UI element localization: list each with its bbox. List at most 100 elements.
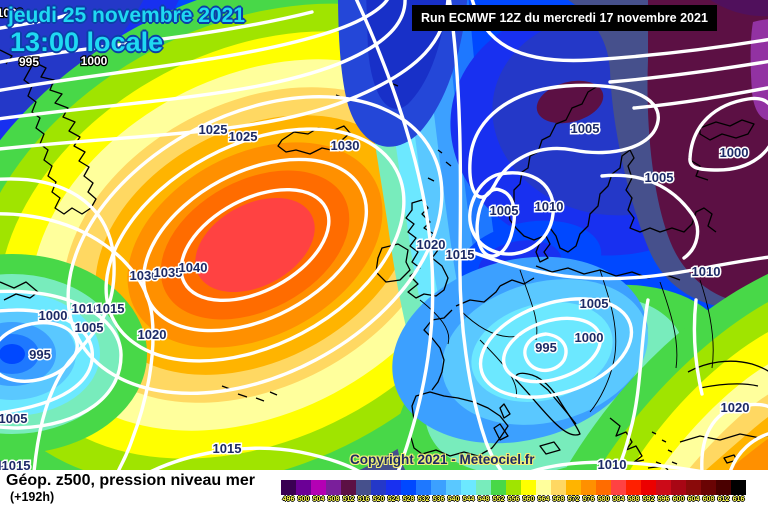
colorbar-value: 608	[702, 496, 715, 503]
colorbar-swatch	[476, 480, 491, 495]
legend-bar: Géop. z500, pression niveau mer (+192h) …	[0, 470, 768, 512]
coast-scandinavia	[507, 85, 717, 253]
pressure-label: 995	[535, 340, 557, 355]
colorbar-cell: 512	[341, 480, 356, 503]
coast-france	[423, 309, 453, 391]
colorbar-swatch	[731, 480, 746, 495]
weather-map: 1020995100010251025103010301035104010101…	[0, 0, 768, 470]
colorbar-value: 596	[657, 496, 670, 503]
colorbar-value: 604	[687, 496, 700, 503]
colorbar-cell: 600	[671, 480, 686, 503]
pressure-label: 1000	[720, 145, 749, 160]
colorbar-swatch	[656, 480, 671, 495]
colorbar-value: 496	[282, 496, 295, 503]
pressure-label: 1005	[0, 411, 27, 426]
geopotential-colorbar: 496 500 504 508 512 516 520 524 528 532 536 540 544 5…	[281, 480, 746, 503]
pressure-labels: 1020995100010251025103010301035104010101…	[0, 5, 751, 470]
pressure-label: 1025	[199, 122, 228, 137]
pressure-label: 1005	[490, 203, 519, 218]
colorbar-value: 584	[612, 496, 625, 503]
colorbar-swatch	[371, 480, 386, 495]
colorbar-cell: 540	[446, 480, 461, 503]
isobars	[0, 0, 768, 470]
pressure-label: 1005	[580, 296, 609, 311]
map-title: Géop. z500, pression niveau mer	[6, 472, 255, 489]
azores-islands	[221, 385, 278, 402]
coast-greece	[609, 417, 678, 470]
colorbar-swatch	[641, 480, 656, 495]
colorbar-value: 572	[567, 496, 580, 503]
coast-iceland	[277, 125, 351, 155]
colorbar-value: 592	[642, 496, 655, 503]
colorbar-value: 588	[627, 496, 640, 503]
colorbar-value: 552	[492, 496, 505, 503]
colorbar-value: 580	[597, 496, 610, 503]
pressure-label: 995	[19, 55, 39, 69]
colorbar-cell: 608	[701, 480, 716, 503]
pressure-label: 1010	[72, 301, 101, 316]
colorbar-cell: 556	[506, 480, 521, 503]
pressure-label: 1015	[213, 441, 242, 456]
colorbar-swatch	[581, 480, 596, 495]
colorbar-swatch	[296, 480, 311, 495]
colorbar-swatch	[626, 480, 641, 495]
colorbar-value: 564	[537, 496, 550, 503]
colorbar-value: 536	[432, 496, 445, 503]
colorbar-value: 560	[522, 496, 535, 503]
colorbar-value: 504	[312, 496, 325, 503]
colorbar-cell: 496	[281, 480, 296, 503]
colorbar-cell: 552	[491, 480, 506, 503]
colorbar-swatch	[686, 480, 701, 495]
colorbar-swatch	[431, 480, 446, 495]
colorbar-value: 532	[417, 496, 430, 503]
colorbar-swatch	[401, 480, 416, 495]
colorbar-cell: 500	[296, 480, 311, 503]
colorbar-swatch	[611, 480, 626, 495]
colorbar-value: 500	[297, 496, 310, 503]
colorbar-swatch	[386, 480, 401, 495]
coast-greenland	[23, 61, 97, 215]
pressure-label: 995	[29, 347, 51, 362]
pressure-label: 1000	[575, 330, 604, 345]
colorbar-swatch	[551, 480, 566, 495]
colorbar-value: 540	[447, 496, 460, 503]
colorbar-swatch	[701, 480, 716, 495]
colorbar-value: 548	[477, 496, 490, 503]
colorbar-value: 512	[342, 496, 355, 503]
model-run-info: Run ECMWF 12Z du mercredi 17 novembre 20…	[412, 5, 717, 31]
colorbar-value: 612	[717, 496, 730, 503]
colorbar-cell: 536	[431, 480, 446, 503]
colorbar-value: 600	[672, 496, 685, 503]
pressure-label: 1030	[331, 138, 360, 153]
colorbar-swatch	[521, 480, 536, 495]
colorbar-cell: 520	[371, 480, 386, 503]
colorbar-cell: 508	[326, 480, 341, 503]
colorbar-cell: 576	[581, 480, 596, 503]
colorbar-cell: 528	[401, 480, 416, 503]
colorbar-cell: 584	[611, 480, 626, 503]
pressure-label: 1010	[535, 199, 564, 214]
colorbar-value: 516	[357, 496, 370, 503]
colorbar-swatch	[281, 480, 296, 495]
colorbar-cell: 612	[716, 480, 731, 503]
colorbar-swatch	[506, 480, 521, 495]
pressure-label: 1025	[229, 129, 258, 144]
colorbar-cell: 532	[416, 480, 431, 503]
colorbar-cell: 572	[566, 480, 581, 503]
colorbar-value: 528	[402, 496, 415, 503]
coast-britain	[405, 199, 449, 299]
colorbar-cell: 596	[656, 480, 671, 503]
coast-balkans	[535, 379, 577, 425]
pressure-label: 1030	[130, 268, 159, 283]
pressure-label: 1020	[417, 237, 446, 252]
coast-kola	[689, 119, 755, 181]
colorbar-swatch	[596, 480, 611, 495]
colorbar-cell: 548	[476, 480, 491, 503]
colorbar-value: 544	[462, 496, 475, 503]
colorbar-swatch	[416, 480, 431, 495]
colorbar-swatch	[341, 480, 356, 495]
pressure-label: 1040	[179, 260, 208, 275]
pressure-label: 1010	[598, 457, 627, 470]
colorbar-swatch	[566, 480, 581, 495]
